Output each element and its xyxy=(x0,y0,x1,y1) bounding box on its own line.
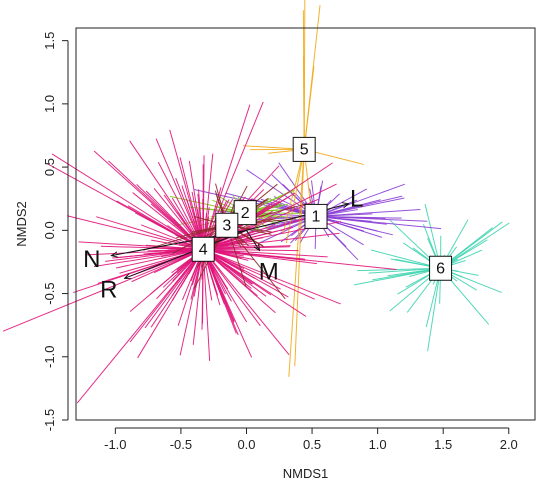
spoke-4 xyxy=(203,248,315,300)
centroid-box-4 xyxy=(191,236,215,262)
spoke-4 xyxy=(202,248,261,327)
spoke-6 xyxy=(368,267,441,274)
centroid-5: 5 xyxy=(292,136,316,162)
spoke-4 xyxy=(132,192,204,250)
centroid-3: 3 xyxy=(215,212,239,238)
x-tick-label: 1.5 xyxy=(434,437,452,452)
y-tick-label: -1.0 xyxy=(42,346,57,368)
spoke-5 xyxy=(288,149,305,377)
spoke-4 xyxy=(203,198,319,250)
x-axis: -1.0 -0.5 0.0 0.5 1.0 1.5 2.0 xyxy=(104,427,518,452)
y-tick-label: 0.5 xyxy=(42,158,57,176)
spoke-4 xyxy=(202,248,290,356)
vector-label-M: M xyxy=(259,259,279,286)
spoke-4 xyxy=(169,129,204,250)
spoke-4 xyxy=(96,216,204,250)
centroid-label-2: 2 xyxy=(241,205,250,222)
y-tick-label: 0.0 xyxy=(42,221,57,239)
spoke-4 xyxy=(192,249,204,345)
centroid-label-1: 1 xyxy=(312,209,321,226)
y-tick-label: 1.0 xyxy=(42,95,57,113)
vector-label-L: L xyxy=(350,185,363,212)
spoke-4 xyxy=(202,104,251,250)
spoke-1 xyxy=(315,195,403,217)
y-axis-title: NMDS2 xyxy=(14,201,29,247)
y-tick-label: -0.5 xyxy=(42,282,57,304)
group-centroids-layer: 1 234 5 6 xyxy=(191,136,453,281)
spoke-4 xyxy=(202,249,237,334)
vector-arrow-M xyxy=(246,230,259,250)
spoke-4 xyxy=(2,248,204,332)
spoke-4 xyxy=(203,248,341,305)
spoke-4 xyxy=(203,245,291,250)
x-tick-label: 0.5 xyxy=(303,437,321,452)
spoke-4 xyxy=(202,249,211,361)
centroid-label-5: 5 xyxy=(300,142,309,159)
spoke-6 xyxy=(371,249,441,269)
spoke-4 xyxy=(93,248,204,268)
centroid-label-3: 3 xyxy=(222,217,231,234)
spoke-4 xyxy=(137,249,204,359)
spoke-6 xyxy=(427,268,442,352)
x-tick-label: 1.0 xyxy=(369,437,387,452)
spoke-4 xyxy=(155,138,204,250)
y-tick-label: 1.5 xyxy=(42,32,57,50)
centroid-1: 1 xyxy=(304,203,328,229)
x-tick-label: 2.0 xyxy=(500,437,518,452)
spoke-4 xyxy=(93,150,204,250)
spoke-4 xyxy=(115,248,204,269)
spoke-1 xyxy=(246,169,317,217)
spoke-4 xyxy=(66,215,204,250)
x-tick-label: -0.5 xyxy=(170,437,192,452)
spoke-4 xyxy=(203,248,328,258)
centroid-label-6: 6 xyxy=(436,260,445,277)
centroid-6: 6 xyxy=(429,255,453,281)
centroid-box-2 xyxy=(233,200,257,226)
spoke-5 xyxy=(303,0,306,150)
spoke-1 xyxy=(315,215,393,236)
y-axis: -1.5 -1.0 -0.5 0.0 0.5 1.0 1.5 xyxy=(42,32,69,431)
spoke-4 xyxy=(51,153,204,250)
centroid-box-5 xyxy=(292,136,316,162)
spoke-5 xyxy=(285,149,305,244)
spoke-4 xyxy=(203,232,340,250)
centroid-box-6 xyxy=(429,255,453,281)
spoke-4 xyxy=(202,101,264,250)
spoke-4 xyxy=(144,248,204,329)
centroid-2: 2 xyxy=(233,200,257,226)
spoke-4 xyxy=(203,248,299,252)
vector-arrow-R xyxy=(125,229,247,278)
vector-label-R: R xyxy=(100,276,117,303)
centroid-4: 4 xyxy=(191,236,215,262)
spoke-5 xyxy=(303,66,315,150)
centroid-label-4: 4 xyxy=(199,242,208,259)
spoke-4 xyxy=(202,248,276,314)
spoke-6 xyxy=(357,267,441,272)
spoke-5 xyxy=(294,149,305,367)
spoke-1 xyxy=(315,215,428,222)
x-axis-title: NMDS1 xyxy=(283,466,329,481)
x-tick-label: -1.0 xyxy=(104,437,126,452)
spoke-1 xyxy=(315,215,387,225)
x-tick-label: 0.0 xyxy=(237,437,255,452)
centroid-box-3 xyxy=(215,212,239,238)
centroid-box-1 xyxy=(304,203,328,229)
spoke-3 xyxy=(143,224,227,251)
y-tick-label: -1.5 xyxy=(42,409,57,431)
plot-frame xyxy=(75,27,536,421)
spoke-4 xyxy=(104,248,204,262)
spoke-4 xyxy=(97,248,204,284)
vector-label-N: N xyxy=(83,246,100,273)
vector-arrow-L xyxy=(246,204,348,231)
